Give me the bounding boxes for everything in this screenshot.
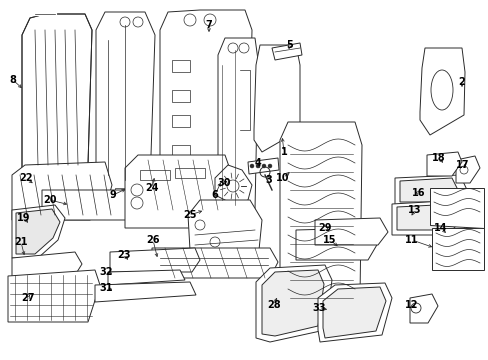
Polygon shape [295, 228, 377, 260]
Polygon shape [314, 218, 387, 245]
Polygon shape [187, 200, 262, 272]
Text: 11: 11 [405, 235, 418, 245]
Polygon shape [12, 162, 112, 220]
Polygon shape [160, 10, 251, 215]
Bar [172, 170, 190, 182]
Text: 2: 2 [458, 77, 465, 87]
Bar [172, 115, 190, 127]
Polygon shape [399, 178, 459, 202]
Polygon shape [323, 287, 385, 338]
Text: 16: 16 [411, 188, 425, 198]
Bar [172, 145, 190, 157]
Text: 10: 10 [276, 173, 289, 183]
Text: 27: 27 [21, 293, 35, 303]
Polygon shape [16, 209, 60, 254]
Circle shape [256, 164, 260, 168]
Text: 12: 12 [405, 300, 418, 310]
Polygon shape [96, 12, 155, 205]
Text: 13: 13 [407, 205, 421, 215]
Text: 17: 17 [455, 160, 469, 170]
Text: 19: 19 [17, 213, 31, 223]
Polygon shape [42, 190, 187, 220]
Text: 24: 24 [145, 183, 159, 193]
Polygon shape [431, 228, 483, 270]
Polygon shape [271, 43, 302, 60]
Bar [115, 188, 135, 196]
Text: 4: 4 [254, 158, 261, 168]
Text: 14: 14 [433, 223, 447, 233]
Polygon shape [419, 48, 464, 135]
Text: 8: 8 [10, 75, 17, 85]
Text: 9: 9 [109, 190, 116, 200]
Text: 7: 7 [205, 20, 212, 30]
Text: 1: 1 [280, 147, 287, 157]
Polygon shape [108, 270, 184, 285]
Polygon shape [12, 252, 82, 280]
Text: 30: 30 [217, 178, 230, 188]
Text: 26: 26 [146, 235, 160, 245]
Polygon shape [317, 283, 391, 342]
Polygon shape [253, 45, 299, 152]
Polygon shape [455, 156, 479, 183]
Text: 31: 31 [99, 283, 113, 293]
Polygon shape [429, 188, 483, 228]
Polygon shape [280, 122, 361, 315]
Polygon shape [396, 204, 461, 230]
Text: 6: 6 [211, 190, 218, 200]
Polygon shape [256, 265, 331, 342]
Bar [172, 90, 190, 102]
Polygon shape [247, 158, 279, 174]
Text: 22: 22 [19, 173, 33, 183]
Text: 32: 32 [99, 267, 113, 277]
Text: 5: 5 [286, 40, 293, 50]
Polygon shape [125, 155, 231, 228]
Text: 33: 33 [312, 303, 325, 313]
Polygon shape [218, 38, 258, 225]
Text: 29: 29 [318, 223, 331, 233]
Circle shape [262, 164, 265, 168]
Polygon shape [262, 270, 324, 336]
Text: 23: 23 [117, 250, 130, 260]
Bar [175, 168, 204, 178]
Bar [172, 60, 190, 72]
Polygon shape [391, 200, 469, 235]
Text: 3: 3 [265, 175, 272, 185]
Polygon shape [22, 14, 92, 185]
Text: 28: 28 [266, 300, 280, 310]
Bar [140, 170, 170, 180]
Text: 18: 18 [431, 153, 445, 163]
Circle shape [249, 164, 253, 168]
Polygon shape [95, 282, 196, 302]
Polygon shape [394, 175, 467, 206]
Text: 25: 25 [183, 210, 196, 220]
Text: 20: 20 [43, 195, 57, 205]
Polygon shape [409, 294, 437, 323]
Circle shape [267, 164, 271, 168]
Polygon shape [110, 248, 200, 272]
Text: 15: 15 [323, 235, 336, 245]
Polygon shape [152, 248, 278, 278]
Text: 21: 21 [14, 237, 28, 247]
Polygon shape [12, 205, 65, 258]
Polygon shape [8, 270, 100, 322]
Polygon shape [215, 165, 251, 205]
Polygon shape [426, 152, 461, 176]
